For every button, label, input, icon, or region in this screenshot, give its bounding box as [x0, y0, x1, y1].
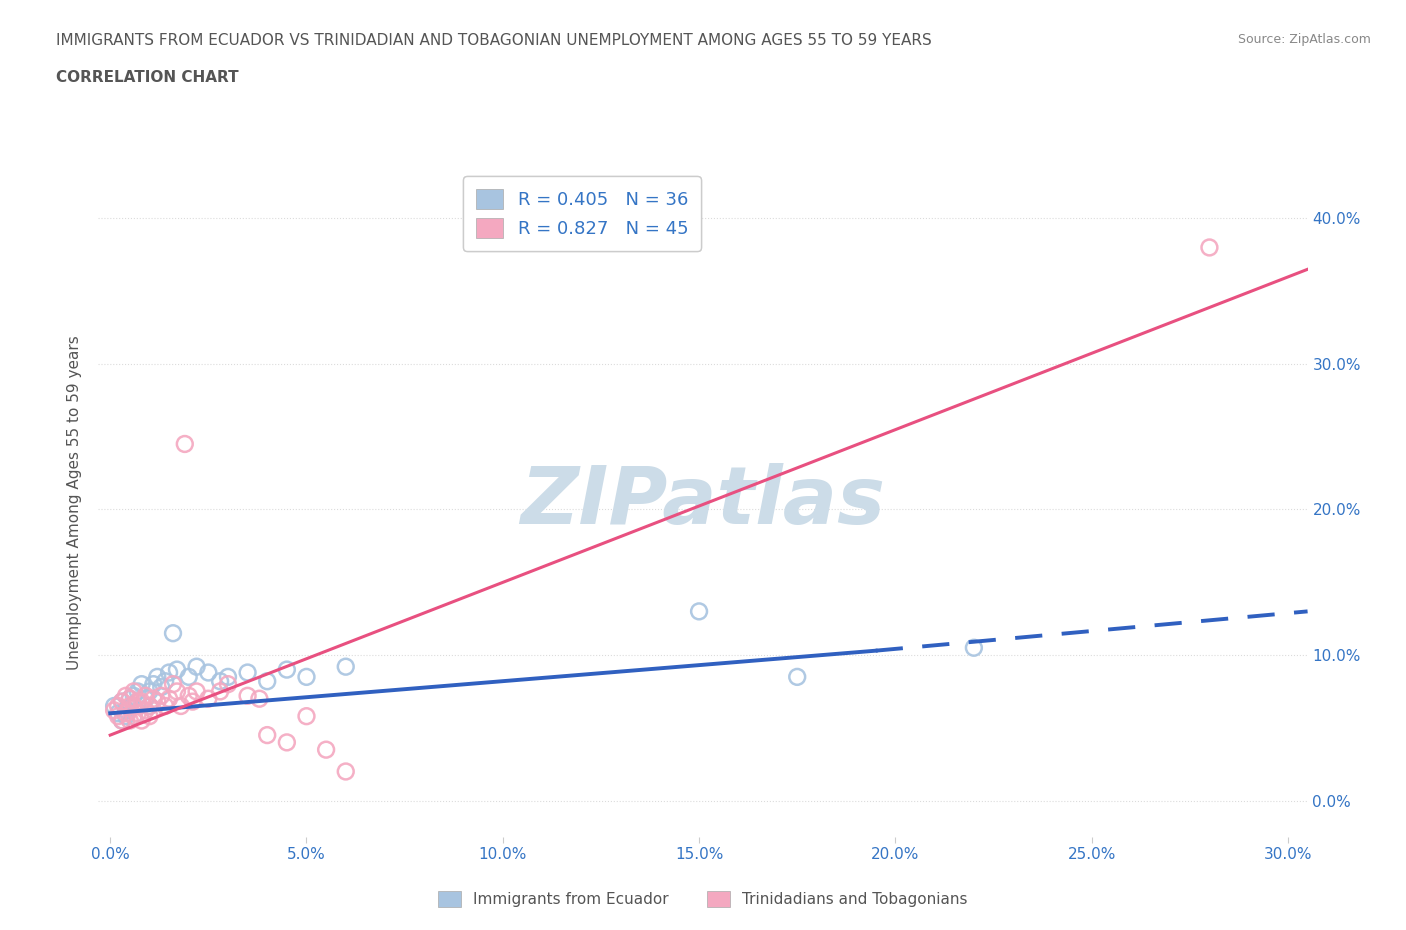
Point [335, 764, 357, 779]
Point [118, 698, 141, 713]
Point [186, 684, 208, 698]
Point [115, 703, 138, 718]
Point [138, 684, 160, 698]
Point [111, 713, 134, 728]
Point [131, 694, 153, 709]
Point [127, 706, 149, 721]
Point [138, 709, 160, 724]
Point [118, 713, 141, 728]
Point [103, 703, 125, 718]
Point [111, 694, 134, 709]
Point [115, 706, 138, 721]
Point [142, 691, 165, 706]
Point [166, 662, 188, 677]
Point [150, 688, 173, 703]
Point [197, 691, 219, 706]
Point [162, 677, 184, 692]
Point [217, 670, 239, 684]
Point [688, 604, 710, 618]
Point [153, 698, 176, 713]
Point [315, 742, 337, 757]
Point [209, 674, 232, 689]
Y-axis label: Unemployment Among Ages 55 to 59 years: Unemployment Among Ages 55 to 59 years [67, 335, 83, 670]
Point [276, 662, 298, 677]
Point [122, 688, 145, 703]
Point [209, 684, 232, 698]
Point [181, 694, 204, 709]
Point [197, 665, 219, 680]
Point [135, 688, 157, 703]
Point [127, 684, 149, 698]
Point [173, 436, 195, 451]
Point [256, 727, 278, 742]
Point [786, 670, 808, 684]
Point [122, 709, 145, 724]
Point [177, 670, 200, 684]
Point [170, 698, 193, 713]
Point [963, 641, 986, 656]
Point [276, 735, 298, 750]
Point [157, 665, 180, 680]
Point [150, 680, 173, 695]
Point [135, 691, 157, 706]
Point [295, 709, 318, 724]
Point [146, 670, 169, 684]
Legend: R = 0.405   N = 36, R = 0.827   N = 45: R = 0.405 N = 36, R = 0.827 N = 45 [464, 177, 700, 250]
Point [111, 713, 134, 728]
Point [122, 709, 145, 724]
Point [186, 659, 208, 674]
Point [122, 698, 145, 713]
Point [118, 691, 141, 706]
Text: ZIPatlas: ZIPatlas [520, 463, 886, 541]
Point [118, 691, 141, 706]
Point [153, 674, 176, 689]
Point [107, 706, 129, 721]
Point [166, 684, 188, 698]
Point [236, 688, 259, 703]
Point [295, 670, 318, 684]
Legend: Immigrants from Ecuador, Trinidadians and Tobagonians: Immigrants from Ecuador, Trinidadians an… [432, 884, 974, 913]
Point [157, 691, 180, 706]
Point [103, 698, 125, 713]
Point [135, 703, 157, 718]
Point [107, 698, 129, 713]
Point [146, 694, 169, 709]
Point [335, 659, 357, 674]
Point [138, 698, 160, 713]
Point [1198, 240, 1220, 255]
Point [256, 674, 278, 689]
Point [131, 677, 153, 692]
Point [142, 703, 165, 718]
Text: CORRELATION CHART: CORRELATION CHART [56, 70, 239, 85]
Point [131, 713, 153, 728]
Point [247, 691, 270, 706]
Point [111, 694, 134, 709]
Point [107, 709, 129, 724]
Point [127, 694, 149, 709]
Point [115, 709, 138, 724]
Point [122, 684, 145, 698]
Point [177, 688, 200, 703]
Text: IMMIGRANTS FROM ECUADOR VS TRINIDADIAN AND TOBAGONIAN UNEMPLOYMENT AMONG AGES 55: IMMIGRANTS FROM ECUADOR VS TRINIDADIAN A… [56, 33, 932, 47]
Text: Source: ZipAtlas.com: Source: ZipAtlas.com [1237, 33, 1371, 46]
Point [138, 698, 160, 713]
Point [142, 677, 165, 692]
Point [118, 700, 141, 715]
Point [162, 626, 184, 641]
Point [127, 694, 149, 709]
Point [217, 677, 239, 692]
Point [115, 688, 138, 703]
Point [236, 665, 259, 680]
